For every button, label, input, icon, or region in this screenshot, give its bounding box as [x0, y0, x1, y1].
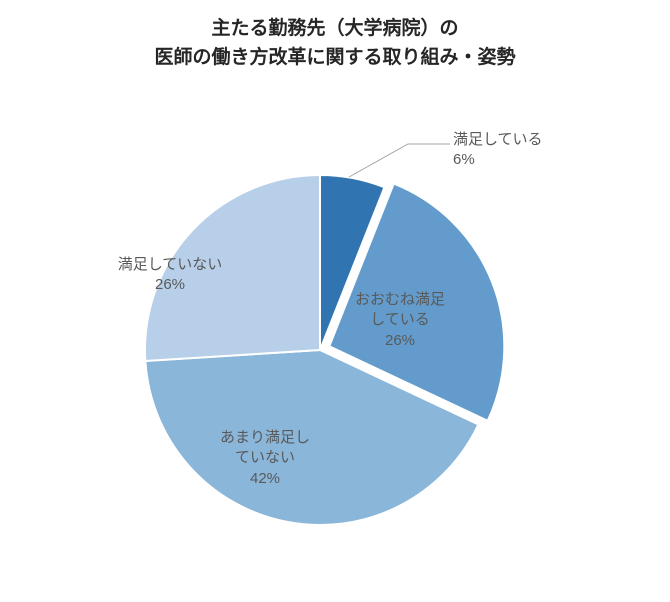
slice-label-1-line-0: おおむね満足	[355, 291, 445, 308]
slice-label-0-line-0: 満足している	[453, 131, 543, 148]
slice-label-3-line-1: 26%	[155, 276, 185, 293]
chart-container: 主たる勤務先（大学病院）の医師の働き方改革に関する取り組み・姿勢 満足している6…	[0, 0, 670, 602]
leader-line-0	[349, 144, 450, 177]
slice-label-2-line-0: あまり満足し	[220, 429, 310, 446]
slice-label-0: 満足している 6%	[453, 130, 543, 171]
slice-label-2-line-1: ていない	[235, 449, 295, 466]
slice-label-1: おおむね満足している 26%	[355, 290, 445, 351]
slice-label-3-line-0: 満足していない	[118, 256, 223, 273]
slice-label-2-line-2: 42%	[250, 470, 280, 487]
pie-chart	[0, 0, 670, 602]
slice-label-3: 満足していない 26%	[118, 255, 223, 296]
slice-label-1-line-2: 26%	[385, 332, 415, 349]
slice-label-0-line-1: 6%	[453, 151, 475, 168]
slice-label-1-line-1: している	[370, 311, 430, 328]
slice-label-2: あまり満足していない 42%	[220, 428, 310, 489]
